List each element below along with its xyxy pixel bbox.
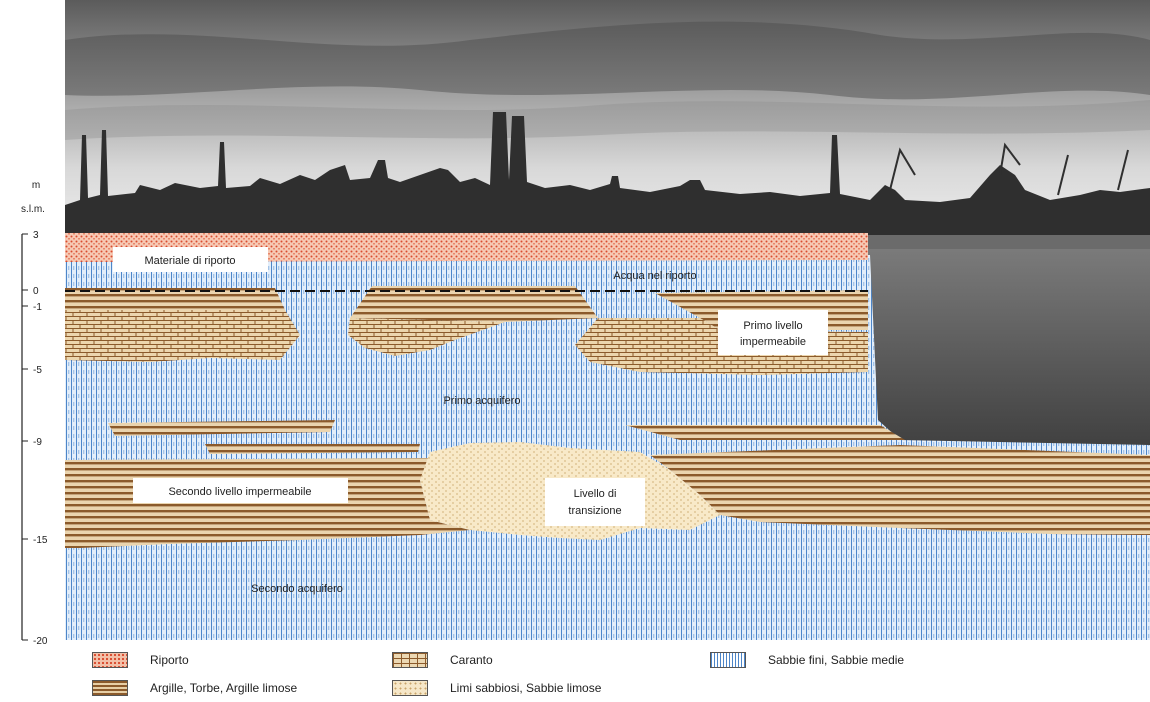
clay-lens-5 [205, 444, 420, 454]
label-transizione-2: transizione [568, 505, 621, 517]
clay-secondo-livello-right [650, 445, 1150, 535]
axis-unit-m: m [32, 180, 40, 191]
legend-label-sabbie: Sabbie fini, Sabbie medie [768, 653, 905, 667]
stratigraphic-section: Materiale di riporto Acqua nel riporto P… [65, 233, 1150, 640]
label-materiale-riporto: Materiale di riporto [144, 255, 235, 267]
legend-item-limi: Limi sabbiosi, Sabbie limose [392, 680, 601, 696]
legend-label-riporto: Riporto [150, 653, 189, 667]
clay-lens-4 [108, 420, 335, 436]
legend-label-caranto: Caranto [450, 653, 493, 667]
clay-lens-6 [625, 425, 905, 440]
limi-swatch [392, 680, 428, 696]
caranto-lens-2 [348, 318, 505, 356]
label-transizione-1: Livello di [574, 488, 617, 500]
axis-tick-label: -20 [33, 636, 48, 647]
clay-lens-1 [65, 288, 285, 312]
axis-tick-label: -15 [33, 535, 48, 546]
label-primo-acquifero: Primo acquifero [443, 395, 520, 407]
axis-tick-label: 0 [33, 286, 39, 297]
axis-tick-label: -1 [33, 302, 42, 313]
label-acqua-riporto: Acqua nel riporto [613, 270, 696, 282]
cranes [889, 142, 1129, 196]
label-secondo-livello: Secondo livello impermeabile [168, 486, 311, 498]
sabbie-swatch [710, 652, 746, 668]
legend-item-argille: Argille, Torbe, Argille limose [92, 680, 297, 696]
axis-tick-label: -9 [33, 437, 42, 448]
background-photo [65, 0, 1150, 455]
label-secondo-acquifero: Secondo acquifero [251, 583, 343, 595]
legend-item-caranto: Caranto [392, 652, 493, 668]
label-primo-livello-2: impermeabile [740, 336, 806, 348]
clay-lens-2 [350, 286, 598, 322]
legend-item-riporto: Riporto [92, 652, 189, 668]
sea [865, 240, 1150, 455]
legend-item-sabbie: Sabbie fini, Sabbie medie [710, 652, 904, 668]
axis-unit-slm: s.l.m. [21, 204, 45, 215]
legend-label-argille: Argille, Torbe, Argille limose [150, 681, 298, 695]
argille-swatch [92, 680, 128, 696]
caranto-lens-1 [65, 310, 300, 362]
caranto-swatch [392, 652, 428, 668]
axis-tick-label: -5 [33, 365, 42, 376]
clouds [65, 21, 1150, 100]
depth-axis: m s.l.m. 3 0 -1 -5 -9 -15 -20 [21, 180, 48, 647]
industrial-skyline [65, 112, 1150, 248]
legend-label-limi: Limi sabbiosi, Sabbie limose [450, 681, 602, 695]
label-primo-livello-1: Primo livello [743, 320, 802, 332]
riporto-swatch [92, 652, 128, 668]
axis-tick-label: 3 [33, 230, 39, 241]
sabbie-layer [65, 255, 1150, 640]
